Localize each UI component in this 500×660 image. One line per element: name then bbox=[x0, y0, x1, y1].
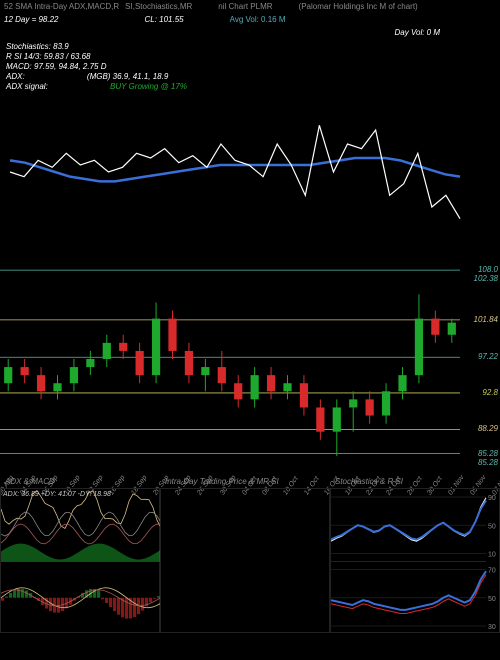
price-level-label: 92.8 bbox=[482, 388, 498, 397]
ind-adx-label: ADX: bbox=[6, 72, 25, 81]
hdr-avgvol: Avg Vol: 0.16 M bbox=[230, 15, 286, 24]
intra-title: Intra Day Trading Price & MR SI bbox=[165, 477, 279, 486]
ind-rsi: R SI 14/3: 59.83 / 63.68 bbox=[6, 52, 494, 61]
adx-text: ADX: 36.89 +DY: 41.07 -DY: 18.98 bbox=[3, 491, 111, 498]
adx-macd-panel[interactable]: ADX & MACD ADX: 36.89 +DY: 41.07 -DY: 18… bbox=[0, 488, 160, 633]
svg-text:70: 70 bbox=[488, 568, 496, 575]
svg-text:30: 30 bbox=[488, 624, 496, 631]
hdr-dayvol: Day Vol: 0 M bbox=[395, 28, 441, 37]
hdr-company: (Palomar Holdings Inc M of chart) bbox=[299, 2, 418, 11]
price-level-label: 108.0 bbox=[478, 265, 498, 274]
price-level-label: 85.28 bbox=[478, 458, 498, 467]
stoch-title: Stochiastics & R SI bbox=[335, 477, 403, 486]
chart-header: 52 SMA Intra-Day ADX,MACD,R SI,Stochiast… bbox=[0, 0, 500, 13]
svg-text:50: 50 bbox=[488, 523, 496, 530]
intraday-panel[interactable]: Intra Day Trading Price & MR SI bbox=[160, 488, 330, 633]
svg-text:50: 50 bbox=[488, 596, 496, 603]
price-level-label: 85.28 bbox=[478, 449, 498, 458]
adx-title: ADX & MACD bbox=[5, 477, 55, 486]
ind-adx-sig-label: ADX signal: bbox=[6, 82, 48, 91]
price-level-label: 97.22 bbox=[478, 352, 498, 361]
sma-price-chart[interactable] bbox=[0, 102, 500, 242]
chart-header-3: Day Vol: 0 M bbox=[0, 26, 500, 39]
svg-text:90: 90 bbox=[488, 495, 496, 502]
ind-adx-mgb: (MGB) 36.9, 41.1, 18.9 bbox=[87, 72, 168, 81]
hdr-cl: CL: 101.55 bbox=[144, 15, 183, 24]
ind-stoch: Stochiastics: 83.9 bbox=[6, 42, 494, 51]
candlestick-chart[interactable]: 108.0102.38 101.84 97.22 92.8 88.29 85.2885.2… bbox=[0, 254, 500, 484]
hdr-day: 12 Day = 98.22 bbox=[4, 15, 58, 24]
hdr-ind-2: SI,Stochiastics,MR bbox=[125, 2, 192, 11]
hdr-ind-1: 52 SMA Intra-Day ADX,MACD,R bbox=[4, 2, 119, 11]
indicator-block: Stochiastics: 83.9 R SI 14/3: 59.83 / 63… bbox=[0, 39, 500, 94]
bottom-panels: ADX & MACD ADX: 36.89 +DY: 41.07 -DY: 18… bbox=[0, 488, 500, 633]
price-level-label: 101.84 bbox=[474, 315, 498, 324]
price-level-label: 88.29 bbox=[478, 424, 498, 433]
price-level-label: 102.38 bbox=[474, 274, 498, 283]
svg-text:10: 10 bbox=[488, 552, 496, 559]
stoch-rsi-panel[interactable]: Stochiastics & R SI 905010705030 bbox=[330, 488, 500, 633]
hdr-symbol: nil Chart PLMR bbox=[218, 2, 272, 11]
ind-signal: BUY Growing @ 17% bbox=[110, 82, 187, 91]
ind-macd: MACD: 97.59, 94.84, 2.75 D bbox=[6, 62, 494, 71]
chart-header-2: 12 Day = 98.22 CL: 101.55 Avg Vol: 0.16 … bbox=[0, 13, 500, 26]
